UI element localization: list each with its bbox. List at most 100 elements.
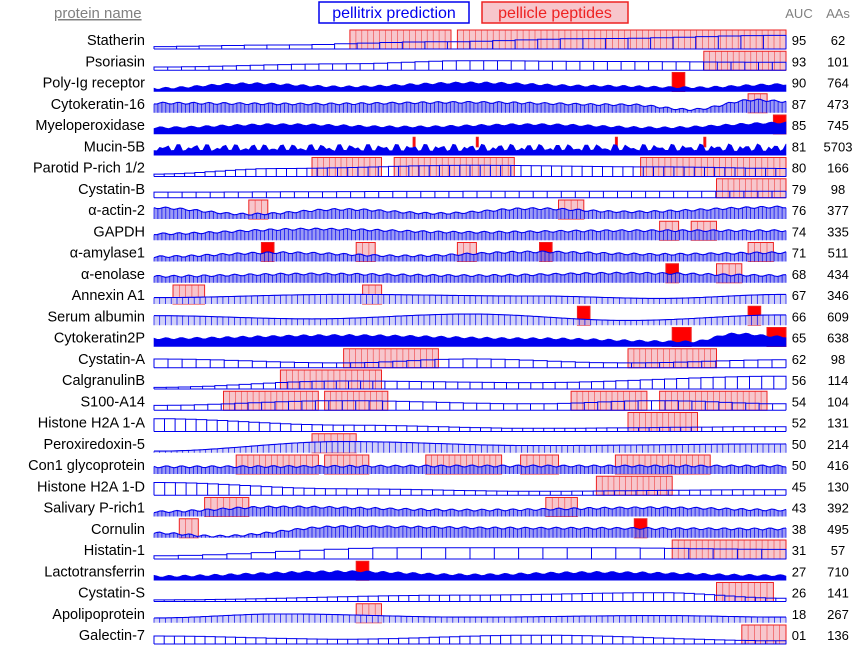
prediction-bars bbox=[153, 465, 787, 474]
prediction-line bbox=[153, 464, 787, 469]
aas-value: 346 bbox=[827, 288, 849, 303]
peptide-hatch bbox=[179, 285, 199, 304]
auc-value: 43 bbox=[792, 501, 806, 516]
prediction-bars bbox=[153, 614, 787, 623]
peptide-hatch bbox=[551, 497, 572, 517]
protein-row: Mucin-5B 81 5703 bbox=[84, 136, 853, 156]
prediction-profile bbox=[153, 332, 787, 347]
prediction-bars bbox=[153, 206, 787, 219]
protein-name: Cytokeratin-16 bbox=[51, 97, 145, 113]
protein-name: GAPDH bbox=[93, 224, 145, 240]
auc-value: 71 bbox=[792, 246, 806, 261]
auc-value: 95 bbox=[792, 33, 806, 48]
aas-value: 98 bbox=[831, 182, 845, 197]
prediction-steps bbox=[153, 592, 787, 602]
protein-name: Serum albumin bbox=[47, 309, 145, 325]
auc-value: 56 bbox=[792, 373, 806, 388]
auc-value: 50 bbox=[792, 437, 806, 452]
protein-name: Histatin-1 bbox=[84, 543, 145, 559]
aas-value: 141 bbox=[827, 586, 849, 601]
prediction-line bbox=[153, 98, 787, 111]
peptide-hatch bbox=[747, 625, 780, 644]
prediction-line bbox=[153, 205, 786, 216]
auc-value: 50 bbox=[792, 458, 806, 473]
peptide-box bbox=[475, 136, 479, 148]
legend-prediction-label: pellitrix prediction bbox=[332, 5, 456, 22]
prediction-profile bbox=[153, 570, 787, 581]
prediction-steps bbox=[153, 547, 787, 559]
auc-value: 38 bbox=[792, 522, 806, 537]
auc-value: 01 bbox=[792, 628, 806, 643]
protein-name: Cornulin bbox=[91, 522, 145, 538]
aas-value: 98 bbox=[831, 352, 845, 367]
protein-row: Apolipoprotein 18 267 bbox=[52, 603, 849, 624]
peptide-box bbox=[412, 136, 416, 148]
aas-column-header: AAs bbox=[826, 6, 850, 21]
aas-value: 473 bbox=[827, 97, 849, 112]
protein-name: Galectin-7 bbox=[79, 628, 145, 644]
peptide-box bbox=[349, 29, 452, 50]
auc-value: 62 bbox=[792, 352, 806, 367]
prediction-steps bbox=[153, 482, 787, 496]
legend-prediction-box bbox=[318, 1, 470, 24]
auc-value: 67 bbox=[792, 288, 806, 303]
auc-value: 52 bbox=[792, 416, 806, 431]
protein-row: Salivary P-rich1 43 392 bbox=[43, 497, 849, 517]
prediction-profile bbox=[153, 81, 787, 92]
protein-row: Parotid P-rich 1/2 80 166 bbox=[33, 157, 849, 177]
protein-rows: Statherin 95 62 Psoriasin 93 101 Poly-Ig recep… bbox=[28, 29, 853, 645]
protein-row: Cytokeratin-16 87 473 bbox=[51, 93, 849, 114]
protein-name: α-enolase bbox=[81, 267, 145, 283]
auc-value: 65 bbox=[792, 331, 806, 346]
aas-value: 136 bbox=[827, 628, 849, 643]
protein-name: S100-A14 bbox=[81, 394, 146, 410]
aas-value: 62 bbox=[831, 33, 845, 48]
prediction-steps bbox=[153, 400, 787, 411]
aas-value: 5703 bbox=[824, 139, 853, 154]
protein-name: Poly-Ig receptor bbox=[43, 76, 146, 92]
aas-value: 57 bbox=[831, 543, 845, 558]
peptide-hatch bbox=[621, 455, 705, 474]
auc-value: 80 bbox=[792, 161, 806, 176]
protein-row: GAPDH 74 335 bbox=[93, 220, 849, 241]
protein-name: Peroxiredoxin-5 bbox=[43, 437, 145, 453]
chart-header: protein name pellitrix prediction pellic… bbox=[54, 1, 850, 24]
protein-row: Statherin 95 62 bbox=[87, 29, 845, 50]
protein-name: Parotid P-rich 1/2 bbox=[33, 161, 145, 177]
protein-row: Histone H2A 1-D 45 130 bbox=[37, 475, 849, 496]
auc-column-header: AUC bbox=[785, 6, 812, 21]
auc-value: 54 bbox=[792, 394, 806, 409]
protein-row: Myeloperoxidase 85 745 bbox=[35, 114, 849, 135]
legend-peptides-box bbox=[481, 1, 629, 24]
aas-value: 638 bbox=[827, 331, 849, 346]
auc-value: 90 bbox=[792, 76, 806, 91]
protein-name: Apolipoprotein bbox=[52, 607, 145, 623]
aas-value: 710 bbox=[827, 564, 849, 579]
protein-name: α-actin-2 bbox=[88, 203, 145, 219]
auc-value: 26 bbox=[792, 586, 806, 601]
protein-name: Cystatin-S bbox=[78, 586, 145, 602]
auc-value: 81 bbox=[792, 139, 806, 154]
prediction-line bbox=[153, 505, 787, 514]
protein-name: Psoriasin bbox=[85, 54, 145, 70]
aas-value: 131 bbox=[827, 416, 849, 431]
protein-row: CalgranulinB 56 114 bbox=[62, 369, 848, 390]
prediction-bars bbox=[153, 506, 787, 517]
aas-value: 434 bbox=[827, 267, 849, 282]
protein-row: Psoriasin 93 101 bbox=[85, 50, 849, 71]
protein-row: Cytokeratin2P 65 638 bbox=[54, 327, 849, 347]
peptide-hatch bbox=[722, 178, 781, 198]
protein-row: Peroxiredoxin-5 50 214 bbox=[43, 433, 849, 454]
aas-value: 130 bbox=[827, 479, 849, 494]
auc-value: 76 bbox=[792, 203, 806, 218]
protein-name: Cytokeratin2P bbox=[54, 331, 145, 347]
aas-value: 104 bbox=[827, 394, 849, 409]
aas-value: 166 bbox=[827, 161, 849, 176]
aas-value: 495 bbox=[827, 522, 849, 537]
aas-value: 335 bbox=[827, 224, 849, 239]
prediction-bars bbox=[153, 272, 787, 283]
auc-value: 31 bbox=[792, 543, 806, 558]
aas-value: 745 bbox=[827, 118, 849, 133]
aas-value: 267 bbox=[827, 607, 849, 622]
prediction-steps bbox=[153, 34, 787, 49]
